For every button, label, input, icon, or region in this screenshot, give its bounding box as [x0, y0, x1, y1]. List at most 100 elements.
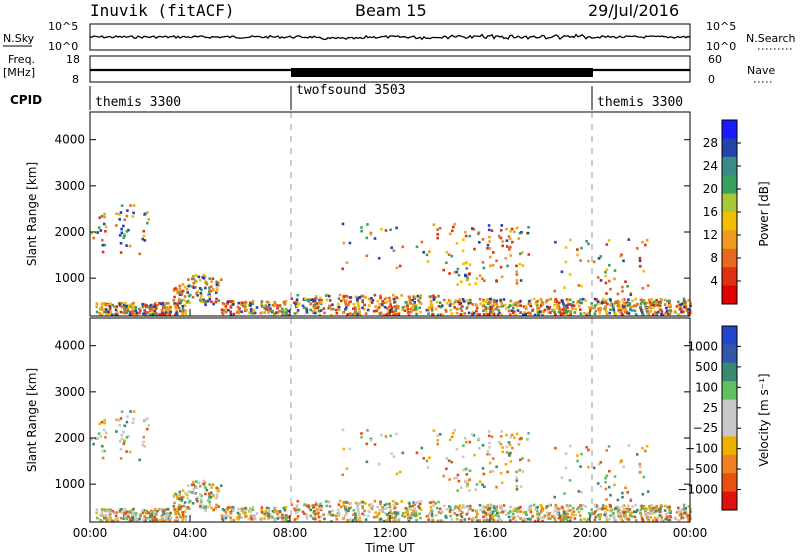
echo-cell	[316, 512, 320, 516]
echo-cell	[519, 505, 522, 509]
echo-cell	[210, 285, 213, 289]
echo-cell	[420, 446, 424, 450]
echo-cell	[103, 514, 107, 517]
noise-trace-line	[89, 33, 691, 41]
echo-cell	[188, 301, 191, 304]
echo-cell	[673, 516, 677, 519]
echo-cell	[569, 238, 572, 242]
echo-cell	[229, 310, 232, 314]
echo-cell	[449, 308, 452, 312]
echo-cell	[499, 265, 503, 269]
echo-cell	[488, 446, 491, 449]
echo-cell	[330, 519, 333, 523]
echo-cell	[652, 313, 655, 316]
echo-cell	[478, 447, 481, 450]
echo-cell	[115, 212, 118, 216]
echo-cell	[353, 310, 357, 314]
echo-cell	[415, 245, 419, 249]
echo-cell	[445, 310, 448, 313]
echo-cell	[468, 283, 471, 286]
echo-cell	[655, 298, 658, 302]
echo-cell	[380, 509, 384, 512]
echo-cell	[526, 311, 529, 315]
echo-cell	[303, 503, 307, 506]
echo-cell	[507, 235, 511, 238]
echo-cell	[649, 508, 652, 511]
echo-cell	[438, 301, 442, 305]
echo-cell	[541, 303, 545, 306]
echo-cell	[190, 277, 194, 281]
echo-cell	[251, 299, 255, 303]
echo-cell	[482, 299, 485, 303]
echo-cell	[655, 301, 658, 305]
echo-cell	[604, 480, 607, 484]
echo-cell	[572, 304, 576, 307]
echo-cell	[436, 434, 439, 437]
power-colorbar-segment	[722, 212, 737, 231]
echo-cell	[178, 287, 182, 291]
echo-cell	[296, 309, 300, 312]
echo-cell	[628, 508, 632, 511]
echo-cell	[599, 279, 603, 282]
echo-cell	[401, 512, 405, 515]
echo-cell	[349, 502, 353, 505]
echo-cell	[598, 516, 601, 519]
echo-cell	[208, 503, 212, 507]
echo-cell	[395, 472, 399, 476]
echo-cell	[197, 275, 201, 279]
echo-cell	[354, 307, 357, 311]
echo-cell	[466, 482, 469, 486]
echo-cell	[372, 309, 376, 313]
echo-cell	[210, 486, 213, 489]
echo-cell	[524, 304, 528, 308]
echo-cell	[119, 211, 123, 214]
echo-cell	[109, 513, 112, 516]
echo-cell	[564, 515, 567, 519]
echo-cell	[325, 298, 329, 302]
echo-cell	[298, 302, 301, 306]
echo-cell	[353, 516, 357, 520]
echo-cell	[141, 305, 145, 309]
echo-cell	[622, 504, 626, 507]
echo-cell	[512, 509, 515, 513]
echo-cell	[371, 505, 375, 508]
echo-cell	[515, 273, 519, 276]
echo-cell	[154, 507, 157, 511]
echo-cell	[561, 300, 564, 303]
echo-cell	[385, 307, 389, 310]
echo-cell	[319, 301, 323, 304]
echo-cell	[552, 308, 556, 311]
echo-cell	[519, 311, 522, 314]
echo-cell	[585, 446, 588, 449]
echo-cell	[597, 513, 600, 517]
echo-cell	[677, 511, 681, 514]
echo-cell	[156, 510, 159, 513]
echo-cell	[195, 274, 198, 277]
echo-cell	[689, 301, 692, 305]
echo-cell	[189, 499, 192, 503]
echo-cell	[295, 510, 299, 514]
echo-cell	[422, 251, 425, 254]
echo-cell	[609, 504, 612, 508]
echo-cell	[413, 503, 416, 506]
echo-cell	[103, 308, 107, 311]
echo-cell	[155, 519, 159, 523]
echo-cell	[314, 501, 318, 504]
echo-cell	[510, 309, 514, 312]
echo-cell	[131, 421, 135, 424]
nave-label: Nave	[747, 64, 775, 77]
echo-cell	[390, 514, 393, 517]
echo-cell	[514, 509, 517, 512]
echo-cell	[322, 307, 326, 310]
echo-cell	[401, 245, 405, 249]
echo-cell	[655, 313, 658, 316]
echo-cell	[499, 511, 502, 514]
echo-cell	[631, 305, 634, 308]
echo-cell	[395, 502, 399, 506]
echo-cell	[487, 430, 491, 433]
echo-cell	[499, 442, 503, 446]
echo-cell	[484, 309, 488, 313]
echo-cell	[95, 302, 99, 305]
echo-cell	[99, 435, 103, 438]
